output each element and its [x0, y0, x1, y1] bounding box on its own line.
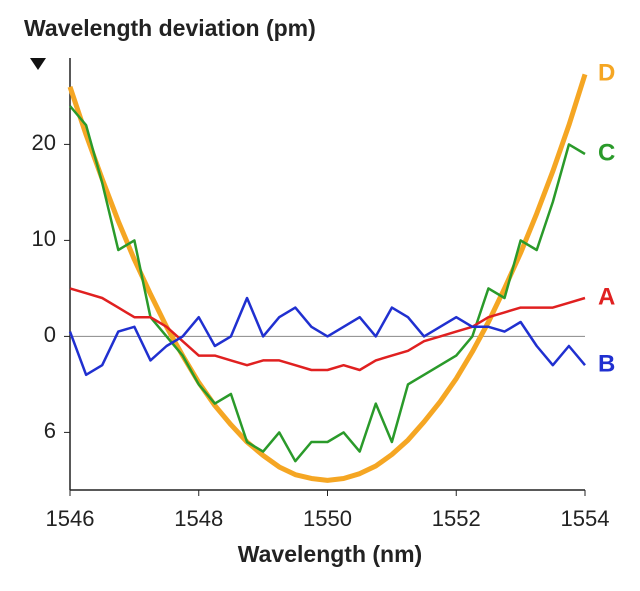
series-line: [67, 73, 588, 483]
series-line: [69, 287, 586, 372]
chart-title: Wavelength deviation (pm): [24, 15, 316, 41]
series-label: C: [598, 139, 615, 166]
x-tick-label: 1554: [561, 506, 610, 531]
y-tick-label: 20: [32, 130, 56, 155]
x-tick-label: 1548: [174, 506, 223, 531]
x-axis-title: Wavelength (nm): [238, 541, 422, 567]
axis-marker: [30, 58, 46, 70]
x-tick-label: 1550: [303, 506, 352, 531]
series-label: A: [598, 283, 615, 310]
x-tick-label: 1546: [46, 506, 95, 531]
series-line: [69, 105, 586, 463]
series-line: [68, 296, 586, 377]
series-label: D: [598, 60, 615, 87]
y-tick-label: 0: [44, 322, 56, 347]
x-tick-label: 1552: [432, 506, 481, 531]
y-tick-label: 6: [44, 418, 56, 443]
series-label: B: [598, 351, 615, 378]
y-tick-label: 10: [32, 226, 56, 251]
